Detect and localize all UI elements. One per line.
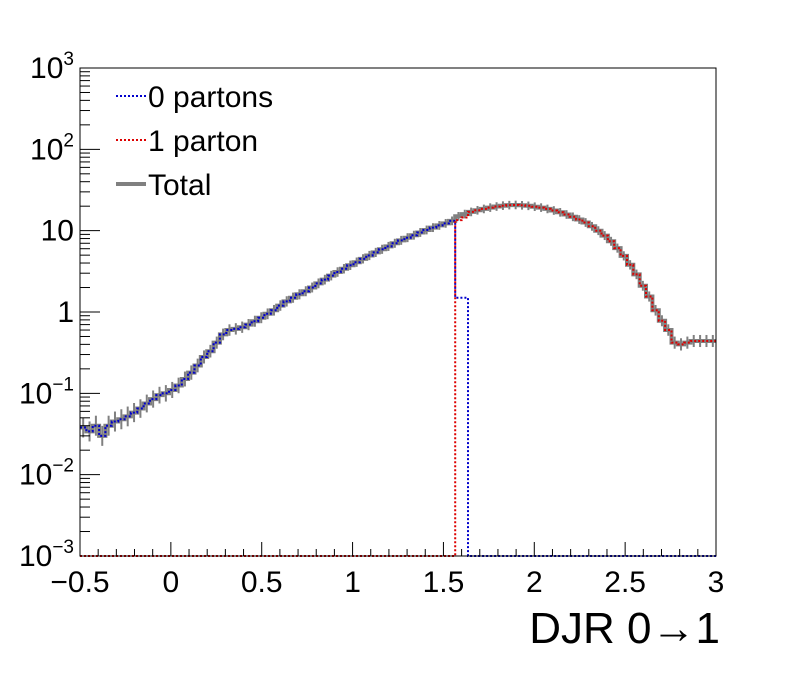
y-tick-label: 10−1	[19, 374, 74, 410]
y-tick-label: 102	[30, 130, 74, 166]
legend-item: Total	[116, 169, 211, 202]
y-tick-label: 10	[41, 215, 74, 248]
x-tick-label: 0	[163, 566, 180, 599]
series-1-parton	[80, 204, 716, 557]
x-tick-label: 1.5	[423, 566, 465, 599]
x-tick-label: 2	[526, 566, 543, 599]
y-tick-label: 1	[57, 296, 74, 329]
x-tick-label: 3	[708, 566, 725, 599]
legend-item: 1 parton	[116, 125, 258, 158]
y-tick-label: 10−3	[19, 537, 74, 573]
x-tick-label: −0.5	[50, 566, 109, 599]
legend-label: 1 parton	[148, 125, 258, 158]
y-tick-label: 103	[30, 49, 74, 85]
legend-item: 0 partons	[116, 81, 273, 114]
x-axis-label: DJR 0→1	[529, 604, 720, 653]
x-axis: −0.5 0 0.5 1 1.5 2 2.5 3	[50, 542, 724, 599]
x-tick-label: 1	[344, 566, 361, 599]
series-line	[80, 204, 716, 557]
legend: 0 partons 1 parton Total	[116, 81, 273, 202]
legend-label: Total	[148, 169, 211, 202]
x-tick-label: 2.5	[604, 566, 646, 599]
y-tick-label: 10−2	[19, 456, 74, 492]
x-tick-label: 0.5	[241, 566, 283, 599]
legend-label: 0 partons	[148, 81, 273, 114]
